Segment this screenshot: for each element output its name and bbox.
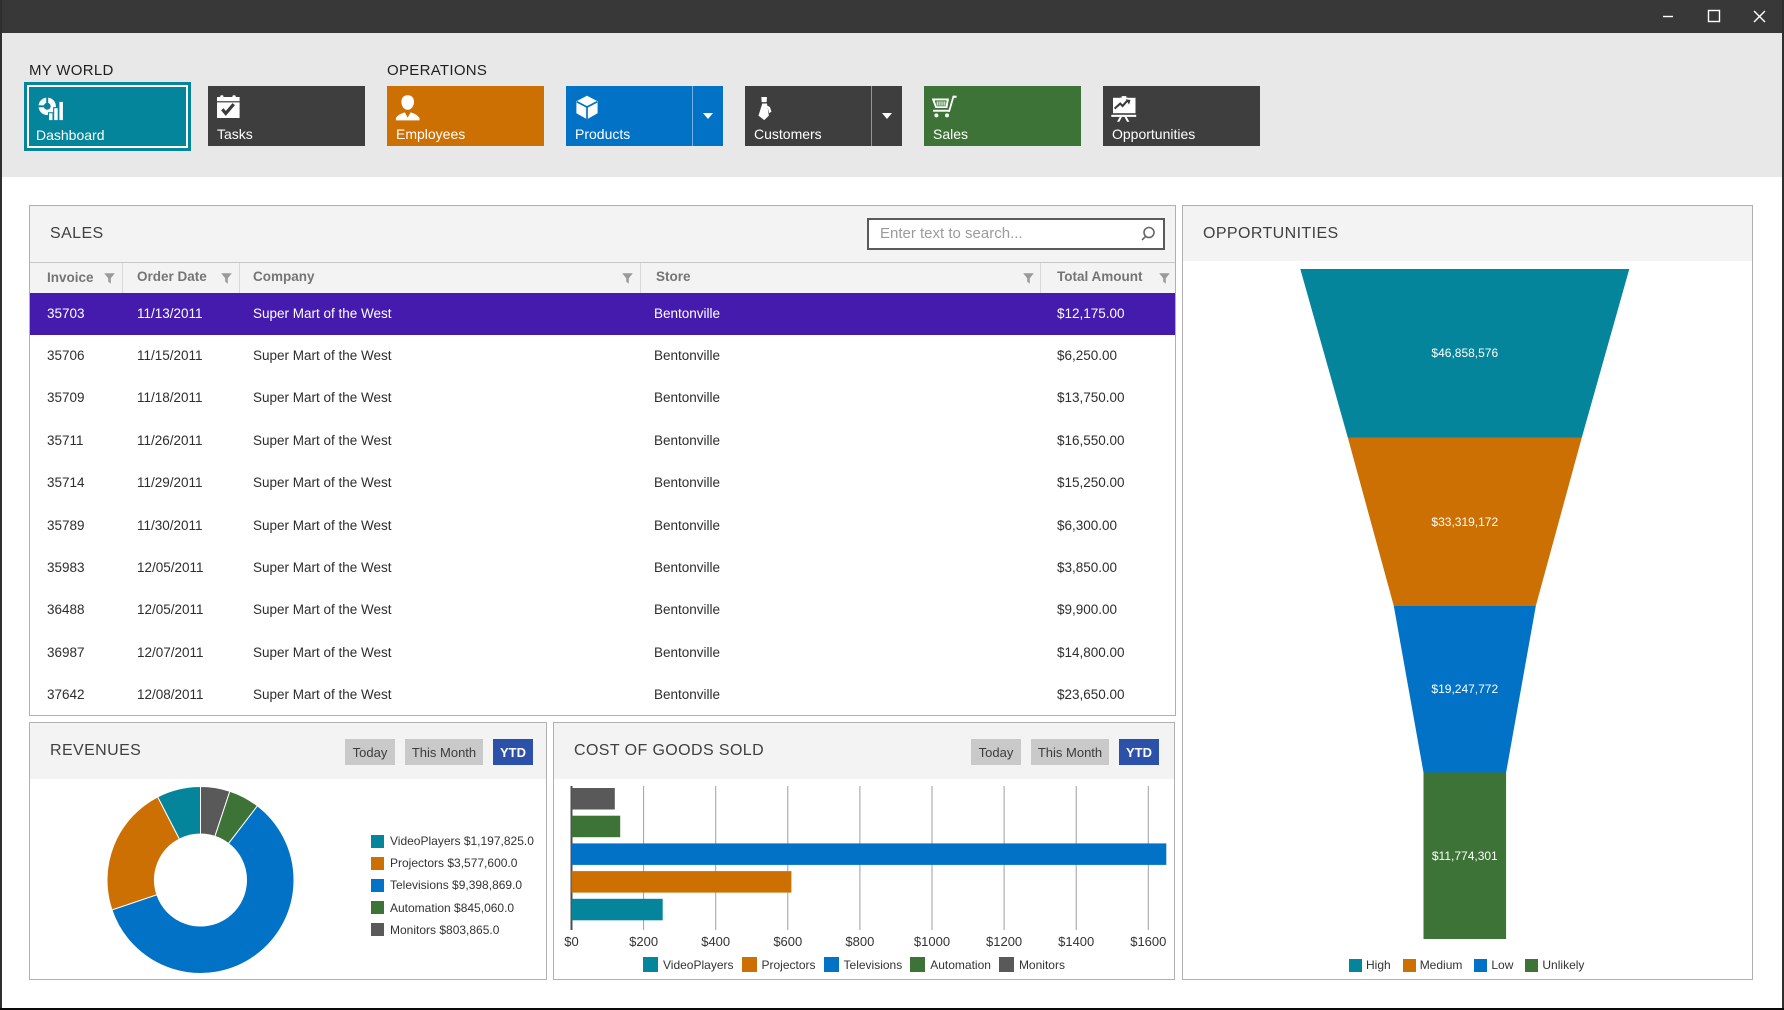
svg-text:$33,319,172: $33,319,172 (1431, 515, 1498, 529)
svg-text:$11,774,301: $11,774,301 (1432, 849, 1498, 863)
svg-text:$19,247,772: $19,247,772 (1431, 682, 1498, 696)
svg-text:$46,858,576: $46,858,576 (1431, 346, 1498, 360)
